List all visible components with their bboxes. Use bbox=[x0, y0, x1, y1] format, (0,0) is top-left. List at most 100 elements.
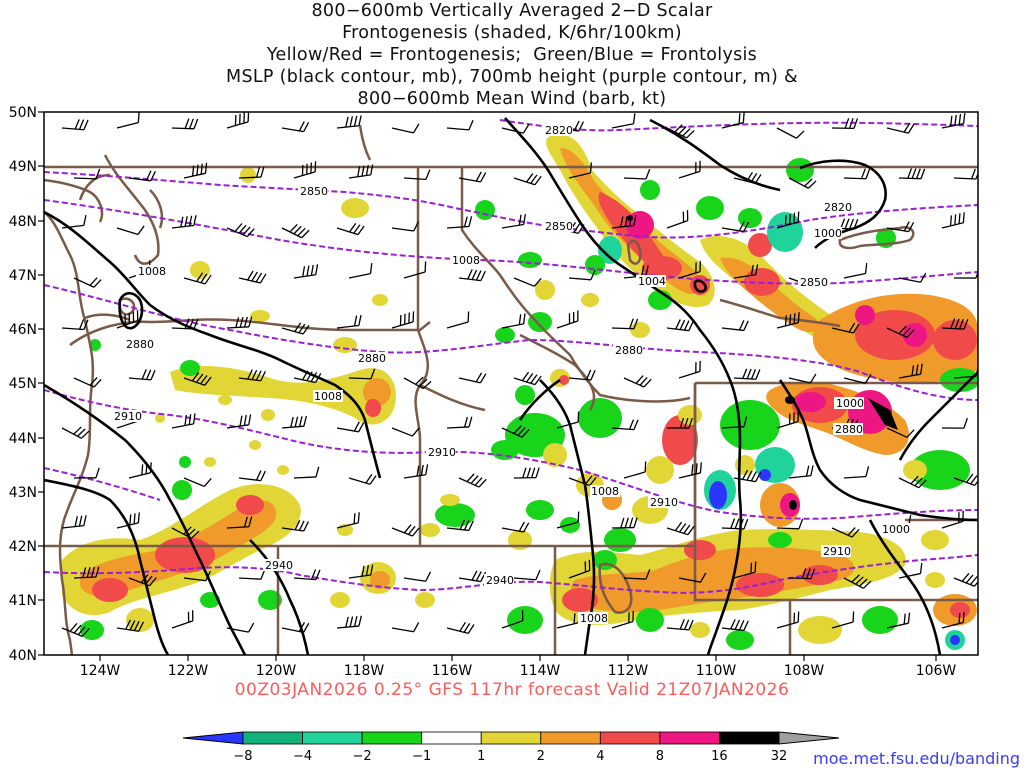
height-label: 2910 bbox=[114, 410, 142, 423]
lon-ticks bbox=[99, 655, 937, 661]
wind-barbs bbox=[61, 112, 978, 637]
height-label: 2850 bbox=[545, 220, 573, 233]
wind-barb bbox=[226, 316, 253, 329]
wind-barb bbox=[281, 121, 310, 133]
wind-barb bbox=[458, 269, 486, 282]
puget-sound bbox=[78, 154, 164, 265]
wind-barb bbox=[666, 210, 689, 229]
wind-barb bbox=[733, 469, 762, 483]
wind-barb bbox=[898, 363, 923, 379]
wind-barb bbox=[678, 261, 701, 279]
wind-barb bbox=[666, 124, 695, 139]
wind-barb bbox=[623, 168, 651, 180]
wind-barb bbox=[226, 223, 255, 238]
wind-barb bbox=[831, 527, 860, 538]
wind-barb bbox=[281, 622, 310, 634]
lon-label: 108W bbox=[784, 663, 825, 679]
wind-barb bbox=[953, 572, 978, 587]
wind-barb bbox=[116, 310, 139, 329]
title-line-2: Frontogenesis (shaded, K/6hr/100km) bbox=[342, 23, 682, 43]
wind-barb bbox=[721, 518, 749, 530]
fort-peck bbox=[838, 226, 915, 250]
wind-barb bbox=[501, 123, 530, 134]
wind-barb bbox=[733, 171, 762, 184]
colorbar: −8 −4 −2 −1 1 2 4 8 16 32 bbox=[182, 731, 840, 764]
wind-barb bbox=[238, 166, 265, 179]
credit-link[interactable]: moe.met.fsu.edu/banding bbox=[813, 749, 1020, 768]
wind-barb bbox=[238, 569, 266, 580]
wind-barb bbox=[611, 215, 637, 229]
wind-barb bbox=[61, 214, 87, 229]
wind-barb bbox=[348, 368, 376, 380]
lat-label: 42N bbox=[9, 539, 37, 555]
wind-barb bbox=[403, 261, 427, 279]
wind-barb bbox=[776, 211, 800, 229]
lon-label: 110W bbox=[696, 663, 737, 679]
wind-barb bbox=[556, 511, 580, 529]
height-label: 2850 bbox=[300, 185, 328, 198]
wind-barb bbox=[513, 371, 542, 386]
wind-barb bbox=[116, 512, 140, 529]
flathead-lake bbox=[626, 239, 642, 265]
wind-barb bbox=[886, 221, 915, 233]
wind-barb bbox=[183, 162, 208, 179]
lon-label: 124W bbox=[80, 663, 121, 679]
wind-barb bbox=[293, 264, 319, 279]
title-line-4: MSLP (black contour, mb), 700mb height (… bbox=[226, 67, 798, 87]
lat-label: 50N bbox=[9, 105, 37, 121]
wind-barb bbox=[721, 112, 745, 129]
wind-barb bbox=[281, 223, 310, 239]
wind-barb bbox=[183, 570, 211, 582]
wind-barb bbox=[843, 373, 872, 384]
wind-barb bbox=[183, 372, 212, 386]
wind-barb bbox=[336, 512, 360, 529]
wind-barb bbox=[226, 516, 253, 529]
wind-barb bbox=[171, 610, 194, 629]
wind-barb bbox=[898, 168, 926, 180]
wind-barb bbox=[348, 164, 374, 179]
wind-barb bbox=[501, 313, 526, 329]
wind-barb bbox=[73, 168, 101, 180]
height-label: 2820 bbox=[824, 201, 852, 214]
wind-barb bbox=[226, 414, 252, 429]
colorbar-swatch bbox=[361, 731, 423, 745]
contour-labels: 1008 1008 1008 1008 1004 1000 1000 1000 … bbox=[112, 124, 911, 625]
wind-barb bbox=[886, 325, 915, 338]
wind-barb bbox=[666, 417, 693, 429]
longitude-axis: 124W 122W 120W 118W 116W 114W 112W 110W … bbox=[80, 663, 957, 679]
wind-barb bbox=[568, 269, 596, 281]
wind-barb bbox=[281, 322, 310, 335]
mslp-label: 1008 bbox=[314, 390, 342, 403]
wind-barb bbox=[886, 427, 915, 438]
wind-barb bbox=[501, 213, 527, 229]
lat-label: 44N bbox=[9, 431, 37, 447]
colorbar-arrow-high bbox=[778, 731, 840, 745]
wind-barb bbox=[183, 272, 212, 285]
wind-barb bbox=[721, 320, 749, 332]
wind-barb bbox=[293, 466, 320, 479]
wind-barb bbox=[73, 377, 102, 388]
colorbar-swatch bbox=[540, 731, 601, 745]
wind-barb bbox=[953, 365, 978, 379]
wind-barb bbox=[128, 170, 156, 182]
mslp-label: 1000 bbox=[882, 523, 910, 536]
wind-barb bbox=[336, 223, 365, 236]
height-label: 2940 bbox=[486, 574, 514, 587]
wind-barb bbox=[293, 569, 321, 581]
wind-barb bbox=[458, 570, 487, 583]
wind-barb bbox=[446, 119, 474, 131]
lat-label: 48N bbox=[9, 214, 37, 230]
wind-barb bbox=[941, 113, 966, 129]
wind-barb bbox=[898, 563, 923, 579]
height-label: 2910 bbox=[650, 496, 678, 509]
wind-barb bbox=[788, 568, 816, 580]
wind-barb bbox=[501, 521, 530, 533]
wind-barb bbox=[73, 467, 100, 479]
lat-label: 47N bbox=[9, 268, 37, 284]
colorbar-swatch bbox=[302, 731, 363, 745]
wind-barb bbox=[831, 611, 855, 629]
wind-barb bbox=[391, 123, 420, 134]
wind-barb bbox=[336, 315, 362, 329]
columbia-river bbox=[84, 313, 131, 322]
wind-barb bbox=[776, 518, 804, 530]
